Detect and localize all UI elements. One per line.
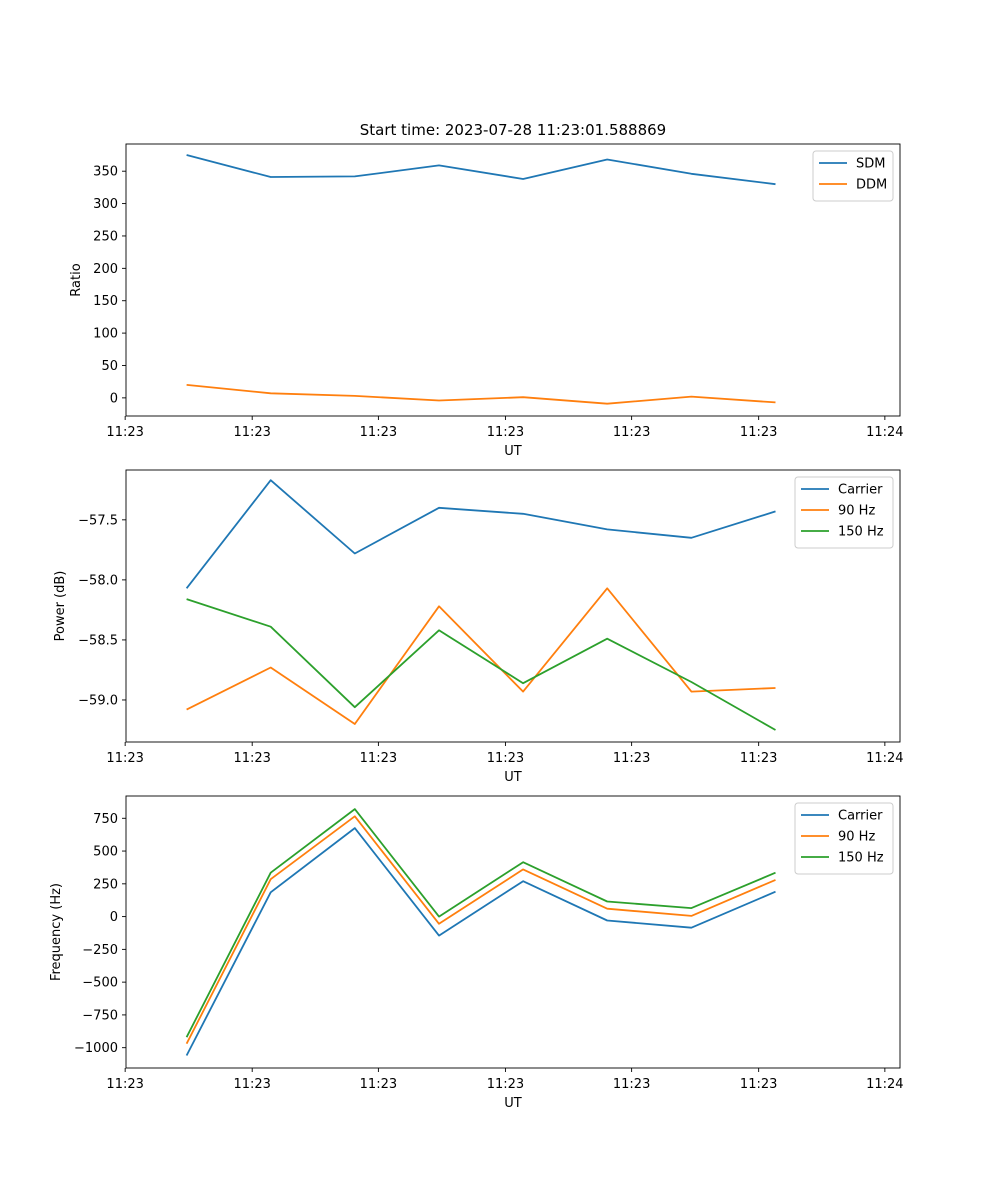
y-axis-label: Ratio xyxy=(69,263,84,296)
y-tick-label: 0 xyxy=(110,391,118,406)
x-tick-label: 11:23 xyxy=(487,1077,524,1092)
x-tick-label: 11:23 xyxy=(487,751,524,766)
x-tick-label: 11:23 xyxy=(740,1077,777,1092)
legend: Carrier 90 Hz 150 Hz xyxy=(794,476,894,549)
y-axis-label: Power (dB) xyxy=(53,571,68,642)
x-tick-label: 11:24 xyxy=(866,425,903,440)
y-tick-label: −59.0 xyxy=(78,693,118,708)
x-tick-label: 11:23 xyxy=(233,1077,270,1092)
legend-label: 90 Hz xyxy=(838,830,875,845)
x-tick-label: 11:23 xyxy=(613,1077,650,1092)
chart-title: Start time: 2023-07-28 11:23:01.588869 xyxy=(360,121,666,139)
y-tick-label: −500 xyxy=(82,976,118,991)
legend-label: SDM xyxy=(856,157,885,172)
y-tick-label: 100 xyxy=(93,327,118,342)
legend: Carrier 90 Hz 150 Hz xyxy=(794,802,894,875)
y-tick-label: 150 xyxy=(93,294,118,309)
y-tick-label: −750 xyxy=(82,1008,118,1023)
plot-frame xyxy=(125,143,901,417)
legend-label: 150 Hz xyxy=(838,851,884,866)
y-tick-label: −58.0 xyxy=(78,573,118,588)
x-tick-label: 11:23 xyxy=(233,751,270,766)
legend-label: DDM xyxy=(856,178,887,193)
x-axis-label: UT xyxy=(504,1096,522,1111)
x-tick-label: 11:23 xyxy=(233,425,270,440)
x-tick-label: 11:23 xyxy=(360,1077,397,1092)
legend-label: Carrier xyxy=(838,483,883,498)
legend: SDM DDM xyxy=(812,150,894,202)
y-tick-label: 200 xyxy=(93,262,118,277)
x-tick-label: 11:23 xyxy=(106,1077,143,1092)
series-line-90-hz xyxy=(185,815,776,1045)
y-tick-label: 50 xyxy=(101,359,118,374)
y-tick-label: −57.5 xyxy=(78,513,118,528)
y-tick-label: −250 xyxy=(82,943,118,958)
y-axis-label: Frequency (Hz) xyxy=(49,883,64,981)
legend-label: Carrier xyxy=(838,809,883,824)
series-line-ddm xyxy=(186,384,776,405)
chart-panel-3: 11:23 11:23 11:23 11:23 11:23 11:23 11:24 −1000… xyxy=(49,795,904,1111)
x-tick-label: 11:24 xyxy=(866,751,903,766)
series-line-150-hz xyxy=(185,808,776,1038)
y-tick-label: 250 xyxy=(93,877,118,892)
x-axis-label: UT xyxy=(504,770,522,785)
chart-panel-1: Start time: 2023-07-28 11:23:01.588869 11… xyxy=(69,121,904,459)
x-tick-label: 11:23 xyxy=(487,425,524,440)
series-line-sdm xyxy=(186,154,776,186)
legend-label: 150 Hz xyxy=(838,525,884,540)
plot-frame xyxy=(125,795,901,1069)
x-tick-label: 11:23 xyxy=(740,425,777,440)
y-tick-label: 0 xyxy=(110,910,118,925)
y-tick-label: −1000 xyxy=(74,1041,118,1056)
x-tick-label: 11:23 xyxy=(360,425,397,440)
legend-label: 90 Hz xyxy=(838,504,875,519)
series-line-150-hz xyxy=(186,598,776,731)
x-tick-label: 11:23 xyxy=(613,425,650,440)
x-tick-label: 11:23 xyxy=(106,425,143,440)
plot-frame xyxy=(125,469,901,743)
x-axis-label: UT xyxy=(504,444,522,459)
y-tick-label: 250 xyxy=(93,229,118,244)
x-tick-label: 11:23 xyxy=(106,751,143,766)
series-line-carrier xyxy=(185,479,776,589)
x-tick-label: 11:23 xyxy=(613,751,650,766)
y-tick-label: 350 xyxy=(93,165,118,180)
chart-panel-2: 11:23 11:23 11:23 11:23 11:23 11:23 11:24 −59.0… xyxy=(53,469,904,785)
y-tick-label: 500 xyxy=(93,845,118,860)
x-tick-label: 11:23 xyxy=(740,751,777,766)
x-tick-label: 11:24 xyxy=(866,1077,903,1092)
series-line-carrier xyxy=(185,827,776,1056)
y-tick-label: 300 xyxy=(93,197,118,212)
y-tick-label: −58.5 xyxy=(78,633,118,648)
x-tick-label: 11:23 xyxy=(360,751,397,766)
y-tick-label: 750 xyxy=(93,812,118,827)
